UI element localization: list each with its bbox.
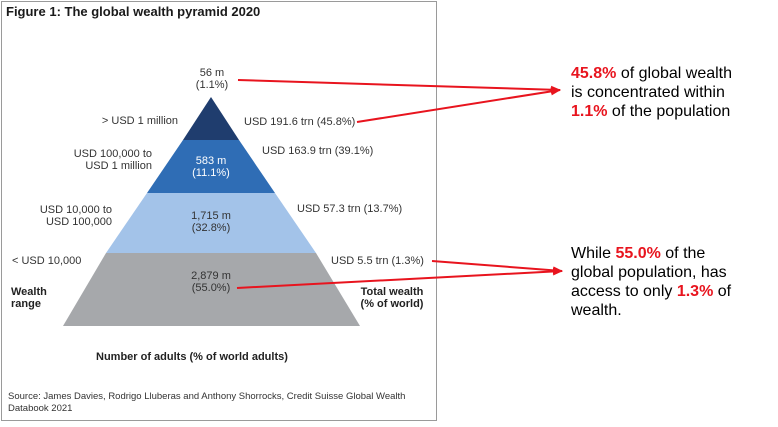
arrow-top-from-wealth-label — [356, 87, 561, 123]
figure-frame — [1, 1, 437, 421]
figure-title: Figure 1: The global wealth pyramid 2020 — [6, 4, 261, 19]
arrow-bottom-from-wealth-label — [431, 260, 563, 275]
tier-base-adults: 2,879 m (55.0%) — [191, 270, 231, 294]
tier-band-top — [183, 97, 239, 140]
tier-band-upper-middle — [147, 140, 275, 193]
callout-wealth-concentration: 45.8% of global wealth is concentrated w… — [571, 65, 733, 120]
tier-upper-middle-wealth: USD 163.9 trn (39.1%) — [262, 145, 374, 157]
adults-axis-label: Number of adults (% of world adults) — [96, 351, 288, 363]
total-wealth-axis-label: Total wealth (% of world) — [360, 286, 424, 310]
wealth-range-axis-label: Wealth range — [11, 286, 47, 310]
tier-band-base — [63, 253, 360, 326]
callout-top-pct-wealth: 45.8% — [571, 65, 617, 82]
tier-top-range: > USD 1 million — [101, 115, 178, 127]
callout-bottom-pct-pop: 55.0% — [615, 245, 661, 262]
callout-bottom-pct-wealth: 1.3% — [676, 283, 714, 300]
tier-lower-middle-range: USD 10,000 to USD 100,000 — [39, 204, 112, 228]
tier-top-adults: 56 m (1.1%) — [195, 67, 229, 91]
tier-upper-middle-range: USD 100,000 to USD 1 million — [73, 148, 152, 172]
tier-upper-middle-adults: 583 m (11.1%) — [192, 155, 230, 179]
tier-top-wealth: USD 191.6 trn (45.8%) — [244, 116, 356, 128]
arrow-bottom-from-adults-label — [236, 267, 563, 289]
source-note: Source: James Davies, Rodrigo Lluberas a… — [8, 391, 406, 414]
tier-lower-middle-adults: 1,715 m (32.8%) — [191, 210, 231, 234]
callout-top-pct-pop: 1.1% — [571, 103, 608, 120]
tier-base-range: < USD 10,000 — [12, 255, 82, 267]
tier-base-wealth: USD 5.5 trn (1.3%) — [331, 255, 424, 267]
arrow-top-to-wealth-label — [237, 79, 561, 94]
tier-band-lower-middle — [106, 193, 316, 253]
callout-population-share: While 55.0% of the global population, ha… — [571, 245, 732, 319]
tier-lower-middle-wealth: USD 57.3 trn (13.7%) — [297, 203, 403, 215]
